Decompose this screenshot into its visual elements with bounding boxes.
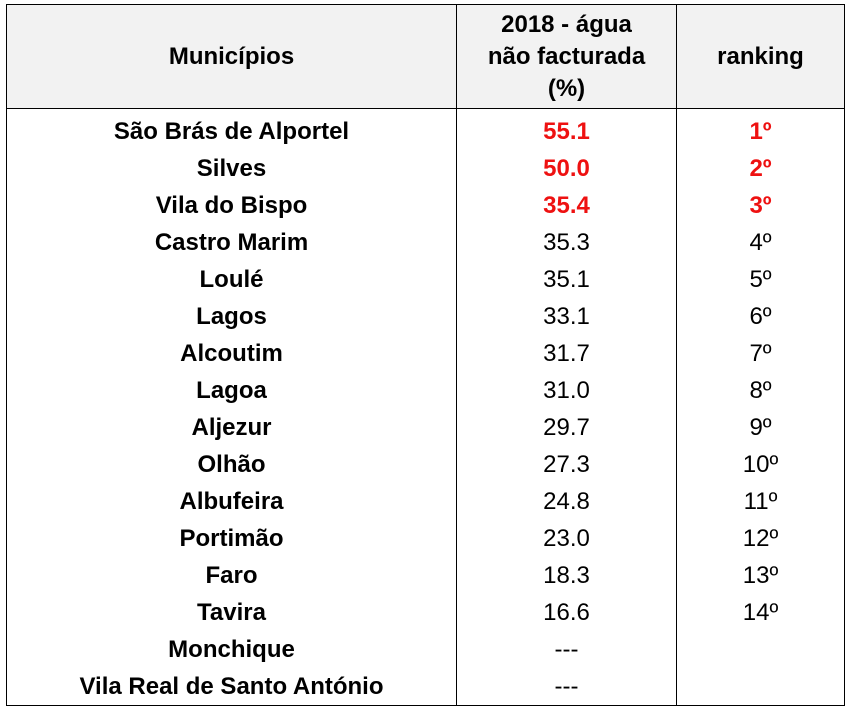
municipality-cell: Vila Real de Santo António — [6, 668, 457, 706]
municipality-cell: Aljezur — [6, 409, 457, 446]
water-loss-value-cell: 33.1 — [456, 298, 677, 335]
municipality-cell: Faro — [6, 557, 457, 594]
water-loss-value-cell: 35.3 — [456, 224, 677, 261]
table-row: Monchique --- — [6, 631, 845, 668]
municipality-cell: Silves — [6, 150, 457, 187]
water-loss-value-cell: 23.0 — [456, 520, 677, 557]
municipality-cell: Tavira — [6, 594, 457, 631]
table-row: Faro 18.3 13º — [6, 557, 845, 594]
municipality-cell: Loulé — [6, 261, 457, 298]
rank-cell: 8º — [676, 372, 845, 409]
header-value-line1: 2018 - água — [501, 10, 632, 38]
water-loss-value-cell: 35.1 — [456, 261, 677, 298]
water-loss-value-cell: 24.8 — [456, 483, 677, 520]
rank-cell — [676, 631, 845, 668]
table-row: Albufeira 24.8 11º — [6, 483, 845, 520]
table-row: Alcoutim 31.7 7º — [6, 335, 845, 372]
water-loss-value-cell: 29.7 — [456, 409, 677, 446]
water-loss-value-cell: 31.0 — [456, 372, 677, 409]
rank-cell: 6º — [676, 298, 845, 335]
table-row: Lagoa 31.0 8º — [6, 372, 845, 409]
rank-cell: 1º — [676, 108, 845, 150]
table-row: Silves 50.0 2º — [6, 150, 845, 187]
header-value-line2: não facturada — [487, 42, 646, 70]
table-row: Castro Marim 35.3 4º — [6, 224, 845, 261]
municipality-cell: Alcoutim — [6, 335, 457, 372]
municipality-cell: Lagos — [6, 298, 457, 335]
rank-cell: 9º — [676, 409, 845, 446]
table-row: Loulé 35.1 5º — [6, 261, 845, 298]
header-row: Municípios 2018 - água não facturada (%)… — [6, 4, 845, 109]
table-row: Vila Real de Santo António --- — [6, 668, 845, 706]
rank-cell: 14º — [676, 594, 845, 631]
water-loss-value-cell: 31.7 — [456, 335, 677, 372]
water-loss-value-cell: 50.0 — [456, 150, 677, 187]
table-row: Aljezur 29.7 9º — [6, 409, 845, 446]
municipality-cell: Olhão — [6, 446, 457, 483]
water-loss-table: Municípios 2018 - água não facturada (%)… — [6, 4, 845, 706]
table-row: Tavira 16.6 14º — [6, 594, 845, 631]
municipality-cell: Vila do Bispo — [6, 187, 457, 224]
header-value: 2018 - água não facturada (%) — [456, 4, 677, 109]
table-row: Vila do Bispo 35.4 3º — [6, 187, 845, 224]
header-rank: ranking — [676, 4, 845, 109]
municipality-cell: Monchique — [6, 631, 457, 668]
water-loss-value-cell: 16.6 — [456, 594, 677, 631]
header-value-line3: (%) — [547, 74, 586, 102]
rank-cell: 2º — [676, 150, 845, 187]
table-row: Lagos 33.1 6º — [6, 298, 845, 335]
water-loss-value-cell: 35.4 — [456, 187, 677, 224]
water-loss-table-container: Municípios 2018 - água não facturada (%)… — [6, 4, 845, 706]
municipality-cell: São Brás de Alportel — [6, 108, 457, 150]
rank-cell: 10º — [676, 446, 845, 483]
municipality-cell: Castro Marim — [6, 224, 457, 261]
water-loss-value-cell: 27.3 — [456, 446, 677, 483]
rank-cell — [676, 668, 845, 706]
municipality-cell: Lagoa — [6, 372, 457, 409]
water-loss-value-cell: 18.3 — [456, 557, 677, 594]
water-loss-value-cell: --- — [456, 631, 677, 668]
rank-cell: 3º — [676, 187, 845, 224]
table-row: Olhão 27.3 10º — [6, 446, 845, 483]
rank-cell: 12º — [676, 520, 845, 557]
table-row: São Brás de Alportel 55.1 1º — [6, 108, 845, 150]
water-loss-value-cell: 55.1 — [456, 108, 677, 150]
water-loss-value-cell: --- — [456, 668, 677, 706]
rank-cell: 11º — [676, 483, 845, 520]
municipality-cell: Portimão — [6, 520, 457, 557]
header-municipality: Municípios — [6, 4, 457, 109]
rank-cell: 13º — [676, 557, 845, 594]
rank-cell: 5º — [676, 261, 845, 298]
rank-cell: 7º — [676, 335, 845, 372]
table-body: São Brás de Alportel 55.1 1º Silves 50.0 2º Vi… — [6, 108, 845, 706]
municipality-cell: Albufeira — [6, 483, 457, 520]
table-row: Portimão 23.0 12º — [6, 520, 845, 557]
rank-cell: 4º — [676, 224, 845, 261]
table-header: Municípios 2018 - água não facturada (%)… — [6, 4, 845, 109]
